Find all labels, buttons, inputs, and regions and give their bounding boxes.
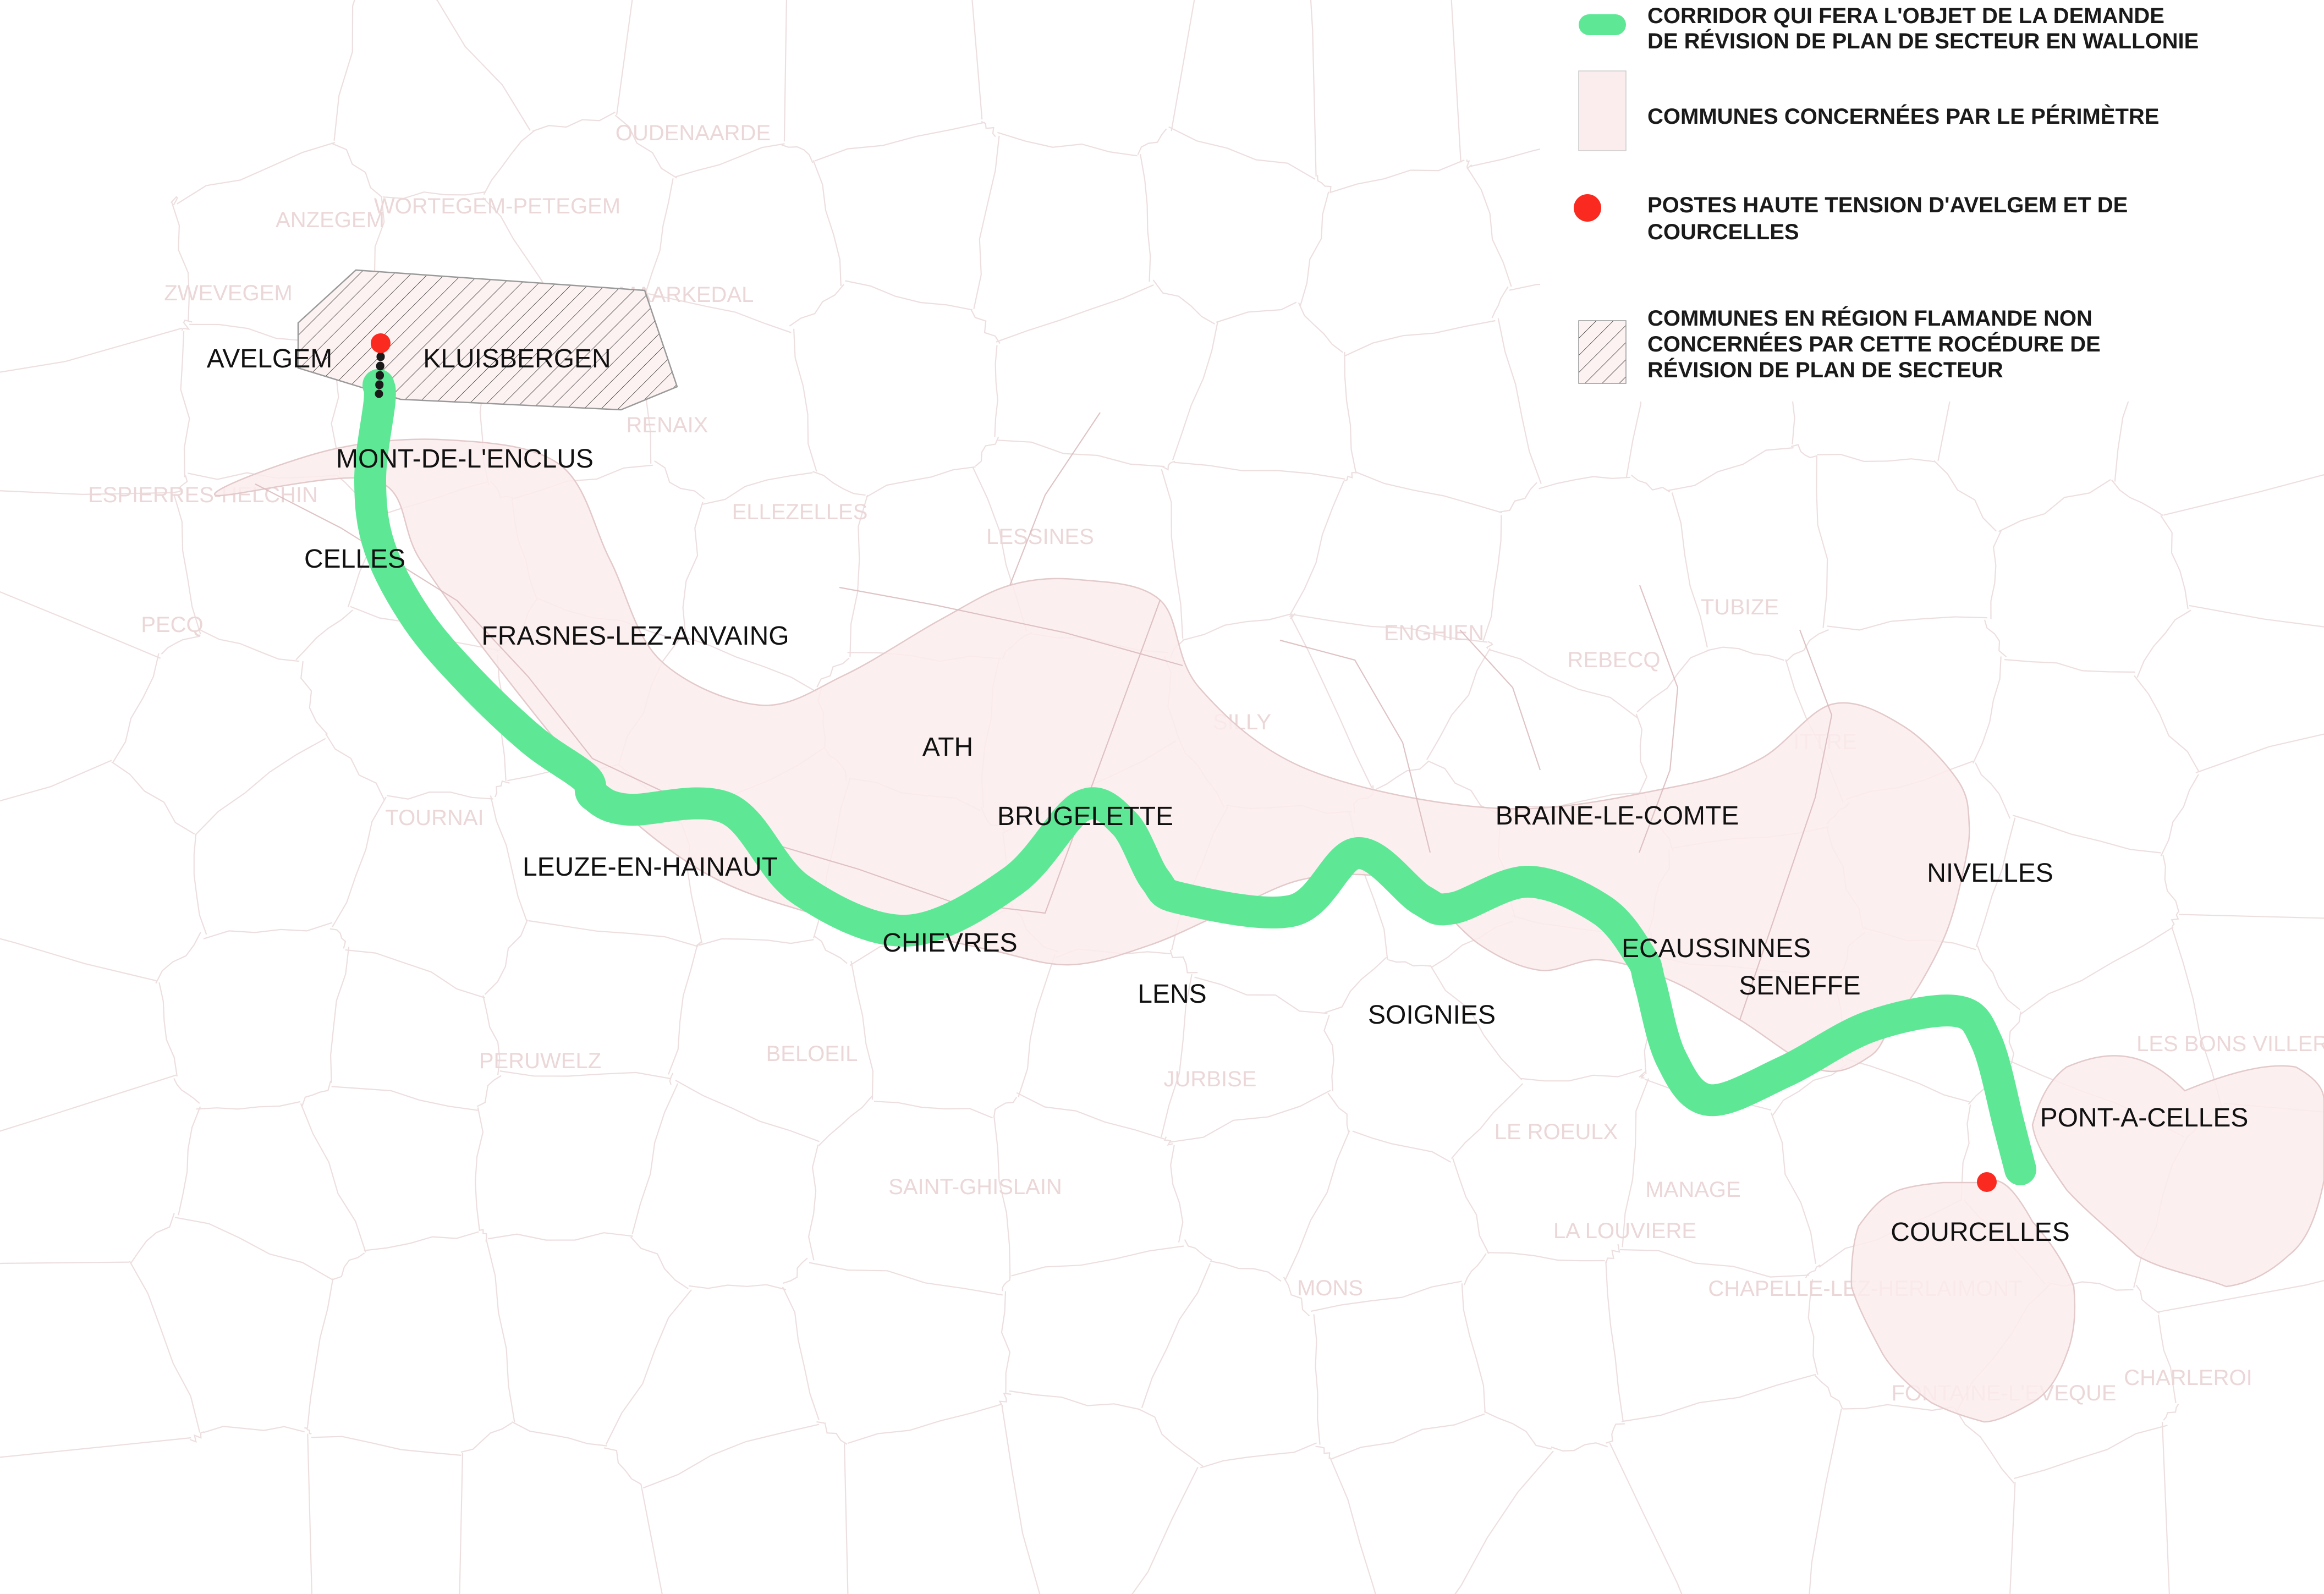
svg-text:ENGHIEN: ENGHIEN [1384,621,1484,645]
svg-text:MONS: MONS [1297,1276,1363,1300]
svg-text:ANZEGEM: ANZEGEM [276,208,384,232]
svg-text:PECQ: PECQ [141,613,203,637]
svg-text:BRAINE-LE-COMTE: BRAINE-LE-COMTE [1496,801,1739,831]
svg-text:LA LOUVIERE: LA LOUVIERE [1553,1219,1696,1243]
svg-text:OUDENAARDE: OUDENAARDE [616,121,771,145]
svg-text:FRASNES-LEZ-ANVAING: FRASNES-LEZ-ANVAING [481,622,789,651]
svg-text:SAINT-GHISLAIN: SAINT-GHISLAIN [888,1175,1062,1199]
svg-text:LEUZE-EN-HAINAUT: LEUZE-EN-HAINAUT [523,853,778,882]
svg-text:ELLEZELLES: ELLEZELLES [732,500,868,524]
svg-text:RÉVISION DE PLAN DE SECTEUR: RÉVISION DE PLAN DE SECTEUR [1647,358,2003,382]
svg-text:LESSINES: LESSINES [986,525,1094,549]
svg-text:COURCELLES: COURCELLES [1891,1218,2069,1247]
svg-text:LENS: LENS [1138,980,1206,1009]
svg-text:NIVELLES: NIVELLES [1927,859,2053,888]
svg-text:DE RÉVISION DE PLAN DE SECTEUR: DE RÉVISION DE PLAN DE SECTEUR EN WALLON… [1647,29,2199,53]
svg-text:ECAUSSINNES: ECAUSSINNES [1622,934,1811,963]
svg-text:RENAIX: RENAIX [627,413,708,437]
svg-text:COMMUNES CONCERNÉES PAR LE PÉR: COMMUNES CONCERNÉES PAR LE PÉRIMÈTRE [1647,104,2159,129]
svg-text:BELOEIL: BELOEIL [766,1042,858,1066]
svg-text:SENEFFE: SENEFFE [1739,971,1860,1001]
svg-text:LES BONS VILLERS: LES BONS VILLERS [2136,1032,2324,1056]
svg-text:LE ROEULX: LE ROEULX [1495,1120,1618,1144]
svg-text:TOURNAI: TOURNAI [385,806,484,830]
svg-text:AVELGEM: AVELGEM [207,344,333,373]
svg-text:MANAGE: MANAGE [1645,1178,1740,1202]
svg-text:CORRIDOR QUI FERA L'OBJET DE L: CORRIDOR QUI FERA L'OBJET DE LA DEMANDE [1647,4,2164,28]
svg-text:ESPIERRES-HELCHIN: ESPIERRES-HELCHIN [88,483,318,507]
svg-text:PERUWELZ: PERUWELZ [479,1049,601,1073]
svg-text:ATH: ATH [922,733,973,762]
svg-text:JURBISE: JURBISE [1164,1067,1257,1091]
svg-text:CHIEVRES: CHIEVRES [882,928,1017,958]
svg-text:ZWEVEGEM: ZWEVEGEM [164,281,292,305]
svg-text:KLUISBERGEN: KLUISBERGEN [423,344,611,373]
svg-text:PONT-A-CELLES: PONT-A-CELLES [2040,1103,2249,1133]
svg-text:BRUGELETTE: BRUGELETTE [997,802,1173,831]
svg-text:COURCELLES: COURCELLES [1647,220,1799,244]
svg-text:CELLES: CELLES [304,545,405,574]
svg-text:SOIGNIES: SOIGNIES [1368,1001,1496,1030]
svg-text:MONT-DE-L'ENCLUS: MONT-DE-L'ENCLUS [336,444,594,474]
svg-text:REBECQ: REBECQ [1568,648,1661,672]
svg-text:COMMUNES EN RÉGION FLAMANDE NO: COMMUNES EN RÉGION FLAMANDE NON [1647,306,2092,331]
svg-text:TUBIZE: TUBIZE [1701,595,1779,619]
svg-text:WORTEGEM-PETEGEM: WORTEGEM-PETEGEM [374,194,620,218]
svg-text:CHARLEROI: CHARLEROI [2124,1366,2252,1390]
svg-text:CONCERNÉES PAR CETTE ROCÉDURE: CONCERNÉES PAR CETTE ROCÉDURE DE [1647,332,2101,356]
svg-text:POSTES HAUTE TENSION D'AVELGEM: POSTES HAUTE TENSION D'AVELGEM ET DE [1647,193,2128,217]
